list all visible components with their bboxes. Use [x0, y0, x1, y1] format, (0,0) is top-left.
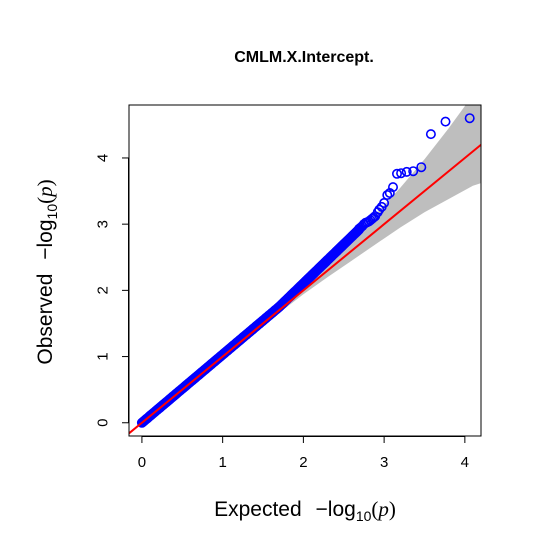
reference-line-layer: [129, 143, 481, 435]
y-tick-label: 0: [95, 419, 112, 427]
x-tick-label: 3: [380, 454, 388, 471]
point: [440, 116, 451, 127]
point: [401, 166, 412, 177]
point: [408, 166, 419, 177]
y-tick-label: 4: [95, 154, 112, 162]
x-tick-label: 4: [461, 454, 469, 471]
y-tick-label: 2: [95, 286, 112, 294]
x-tick-label: 0: [138, 454, 146, 471]
reference-line: [129, 143, 481, 435]
point: [355, 222, 366, 233]
y-tick-label: 3: [95, 220, 112, 228]
y-axis: 0 1 2 3 4: [95, 154, 129, 427]
x-tick-label: 2: [299, 454, 307, 471]
point: [464, 113, 475, 124]
point: [382, 190, 393, 201]
point: [354, 223, 365, 234]
x-tick-label: 1: [218, 454, 226, 471]
y-tick-label: 1: [95, 352, 112, 360]
point: [425, 129, 436, 140]
chart-title: CMLM.X.Intercept.: [234, 49, 374, 66]
x-axis: 0 1 2 3 4: [138, 436, 469, 471]
x-axis-label: Expected −log10(p): [214, 497, 396, 524]
point: [391, 168, 402, 179]
point: [416, 162, 427, 173]
point: [396, 168, 407, 179]
y-axis-label: Observed −log10(p): [33, 179, 60, 364]
point: [384, 188, 395, 199]
